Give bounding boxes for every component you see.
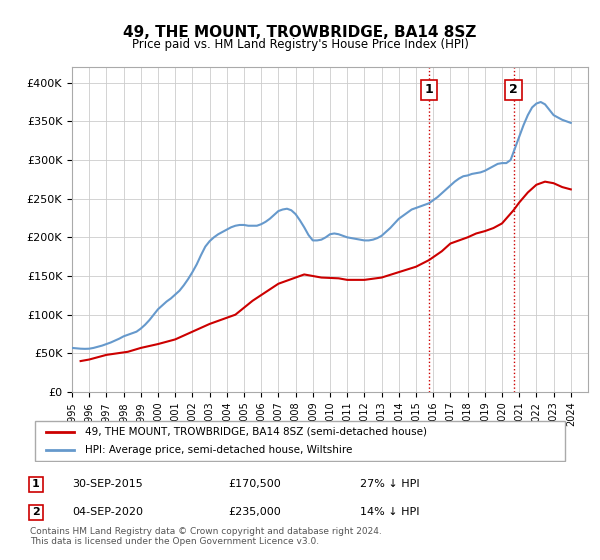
Text: 04-SEP-2020: 04-SEP-2020 <box>72 507 143 517</box>
Text: 1: 1 <box>32 479 40 489</box>
Text: 1: 1 <box>425 83 433 96</box>
Text: Contains HM Land Registry data © Crown copyright and database right 2024.
This d: Contains HM Land Registry data © Crown c… <box>30 526 382 546</box>
Text: Price paid vs. HM Land Registry's House Price Index (HPI): Price paid vs. HM Land Registry's House … <box>131 38 469 51</box>
FancyBboxPatch shape <box>35 421 565 461</box>
Text: 30-SEP-2015: 30-SEP-2015 <box>72 479 143 489</box>
Text: 49, THE MOUNT, TROWBRIDGE, BA14 8SZ: 49, THE MOUNT, TROWBRIDGE, BA14 8SZ <box>124 25 476 40</box>
Text: £235,000: £235,000 <box>228 507 281 517</box>
Text: 2: 2 <box>32 507 40 517</box>
Text: 27% ↓ HPI: 27% ↓ HPI <box>360 479 419 489</box>
Text: £170,500: £170,500 <box>228 479 281 489</box>
Text: 2: 2 <box>509 83 518 96</box>
Text: 49, THE MOUNT, TROWBRIDGE, BA14 8SZ (semi-detached house): 49, THE MOUNT, TROWBRIDGE, BA14 8SZ (sem… <box>85 427 427 437</box>
Text: HPI: Average price, semi-detached house, Wiltshire: HPI: Average price, semi-detached house,… <box>85 445 352 455</box>
Text: 14% ↓ HPI: 14% ↓ HPI <box>360 507 419 517</box>
